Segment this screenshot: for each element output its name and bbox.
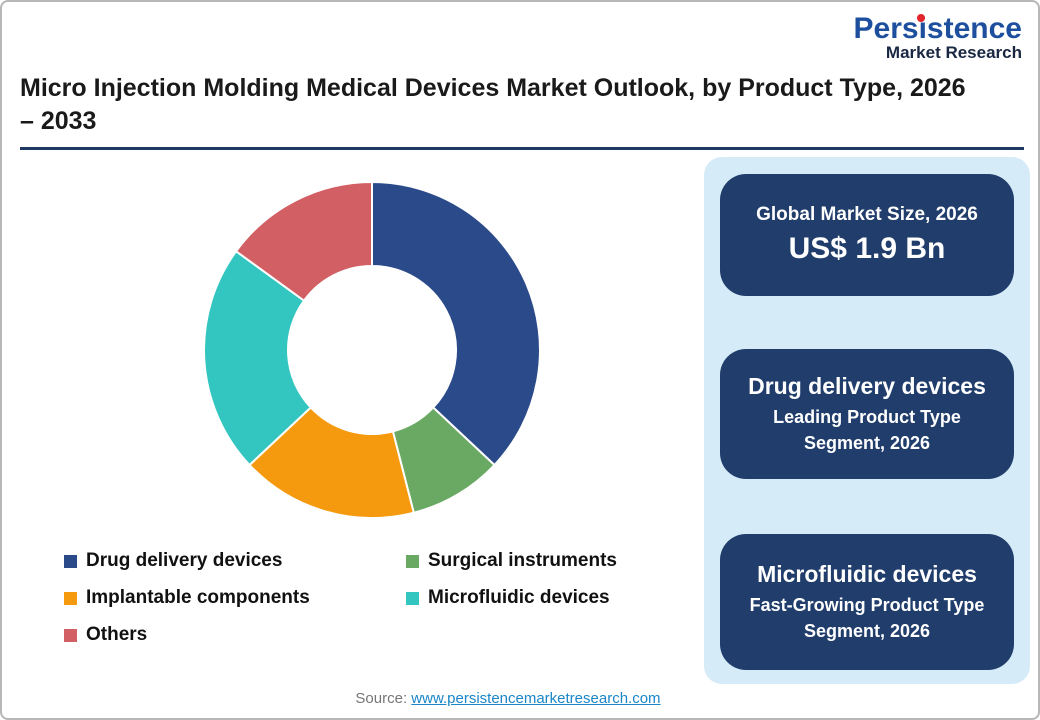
legend-swatch-icon [406,591,419,605]
donut-segment-3 [203,249,313,467]
logo-name-text: Persistence [853,12,1022,45]
legend-label: Surgical instruments [428,550,617,571]
logo-tagline: Market Research [885,43,1022,62]
stat-card-fast-growing-segment: Microfluidic devices Fast-Growing Produc… [720,534,1014,670]
donut-chart [203,180,541,519]
stat-card-title: Global Market Size, 2026 [756,204,978,226]
donut-segment-2 [248,406,415,519]
logo: Persistence Market Research [854,14,1022,63]
legend-swatch-icon [64,554,77,568]
source-line: Source: www.persistencemarketresearch.co… [2,690,1014,707]
legend-item-drug-delivery-devices: Drug delivery devices [64,550,406,572]
legend-label: Drug delivery devices [86,550,283,571]
legend-swatch-icon [64,628,77,642]
source-label: Source: [355,690,408,707]
title-underline [20,147,1024,150]
legend-swatch-icon [64,591,77,605]
stat-card-value: US$ 1.9 Bn [788,232,946,266]
logo-red-dot-icon [916,14,925,22]
legend-label: Microfluidic devices [428,587,610,608]
legend-swatch-icon [406,554,419,568]
legend-item-others: Others [64,624,406,646]
legend-label: Others [86,624,148,645]
donut-segment-0 [371,180,541,467]
highlights-panel: Global Market Size, 2026 US$ 1.9 Bn Drug… [704,157,1030,684]
legend-item-microfluidic-devices: Microfluidic devices [406,587,664,609]
logo-wordmark: Persistence [854,14,1022,44]
chart-legend: Drug delivery devices Surgical instrumen… [64,550,664,646]
source-link[interactable]: www.persistencemarketresearch.com [411,690,661,707]
legend-item-surgical-instruments: Surgical instruments [406,550,664,572]
donut-segment-4 [234,180,373,303]
legend-label: Implantable components [86,587,310,608]
stat-card-leading-segment: Drug delivery devices Leading Product Ty… [720,349,1014,479]
stat-card-subtitle: Fast-Growing Product Type Segment, 2026 [749,594,985,641]
stat-card-subtitle: Leading Product Type Segment, 2026 [773,406,961,453]
stat-card-market-size: Global Market Size, 2026 US$ 1.9 Bn [720,174,1014,296]
stat-card-title: Drug delivery devices [748,372,986,399]
legend-item-implantable-components: Implantable components [64,587,406,609]
page-title: Micro Injection Molding Medical Devices … [20,74,966,135]
stat-card-title: Microfluidic devices [757,560,977,587]
